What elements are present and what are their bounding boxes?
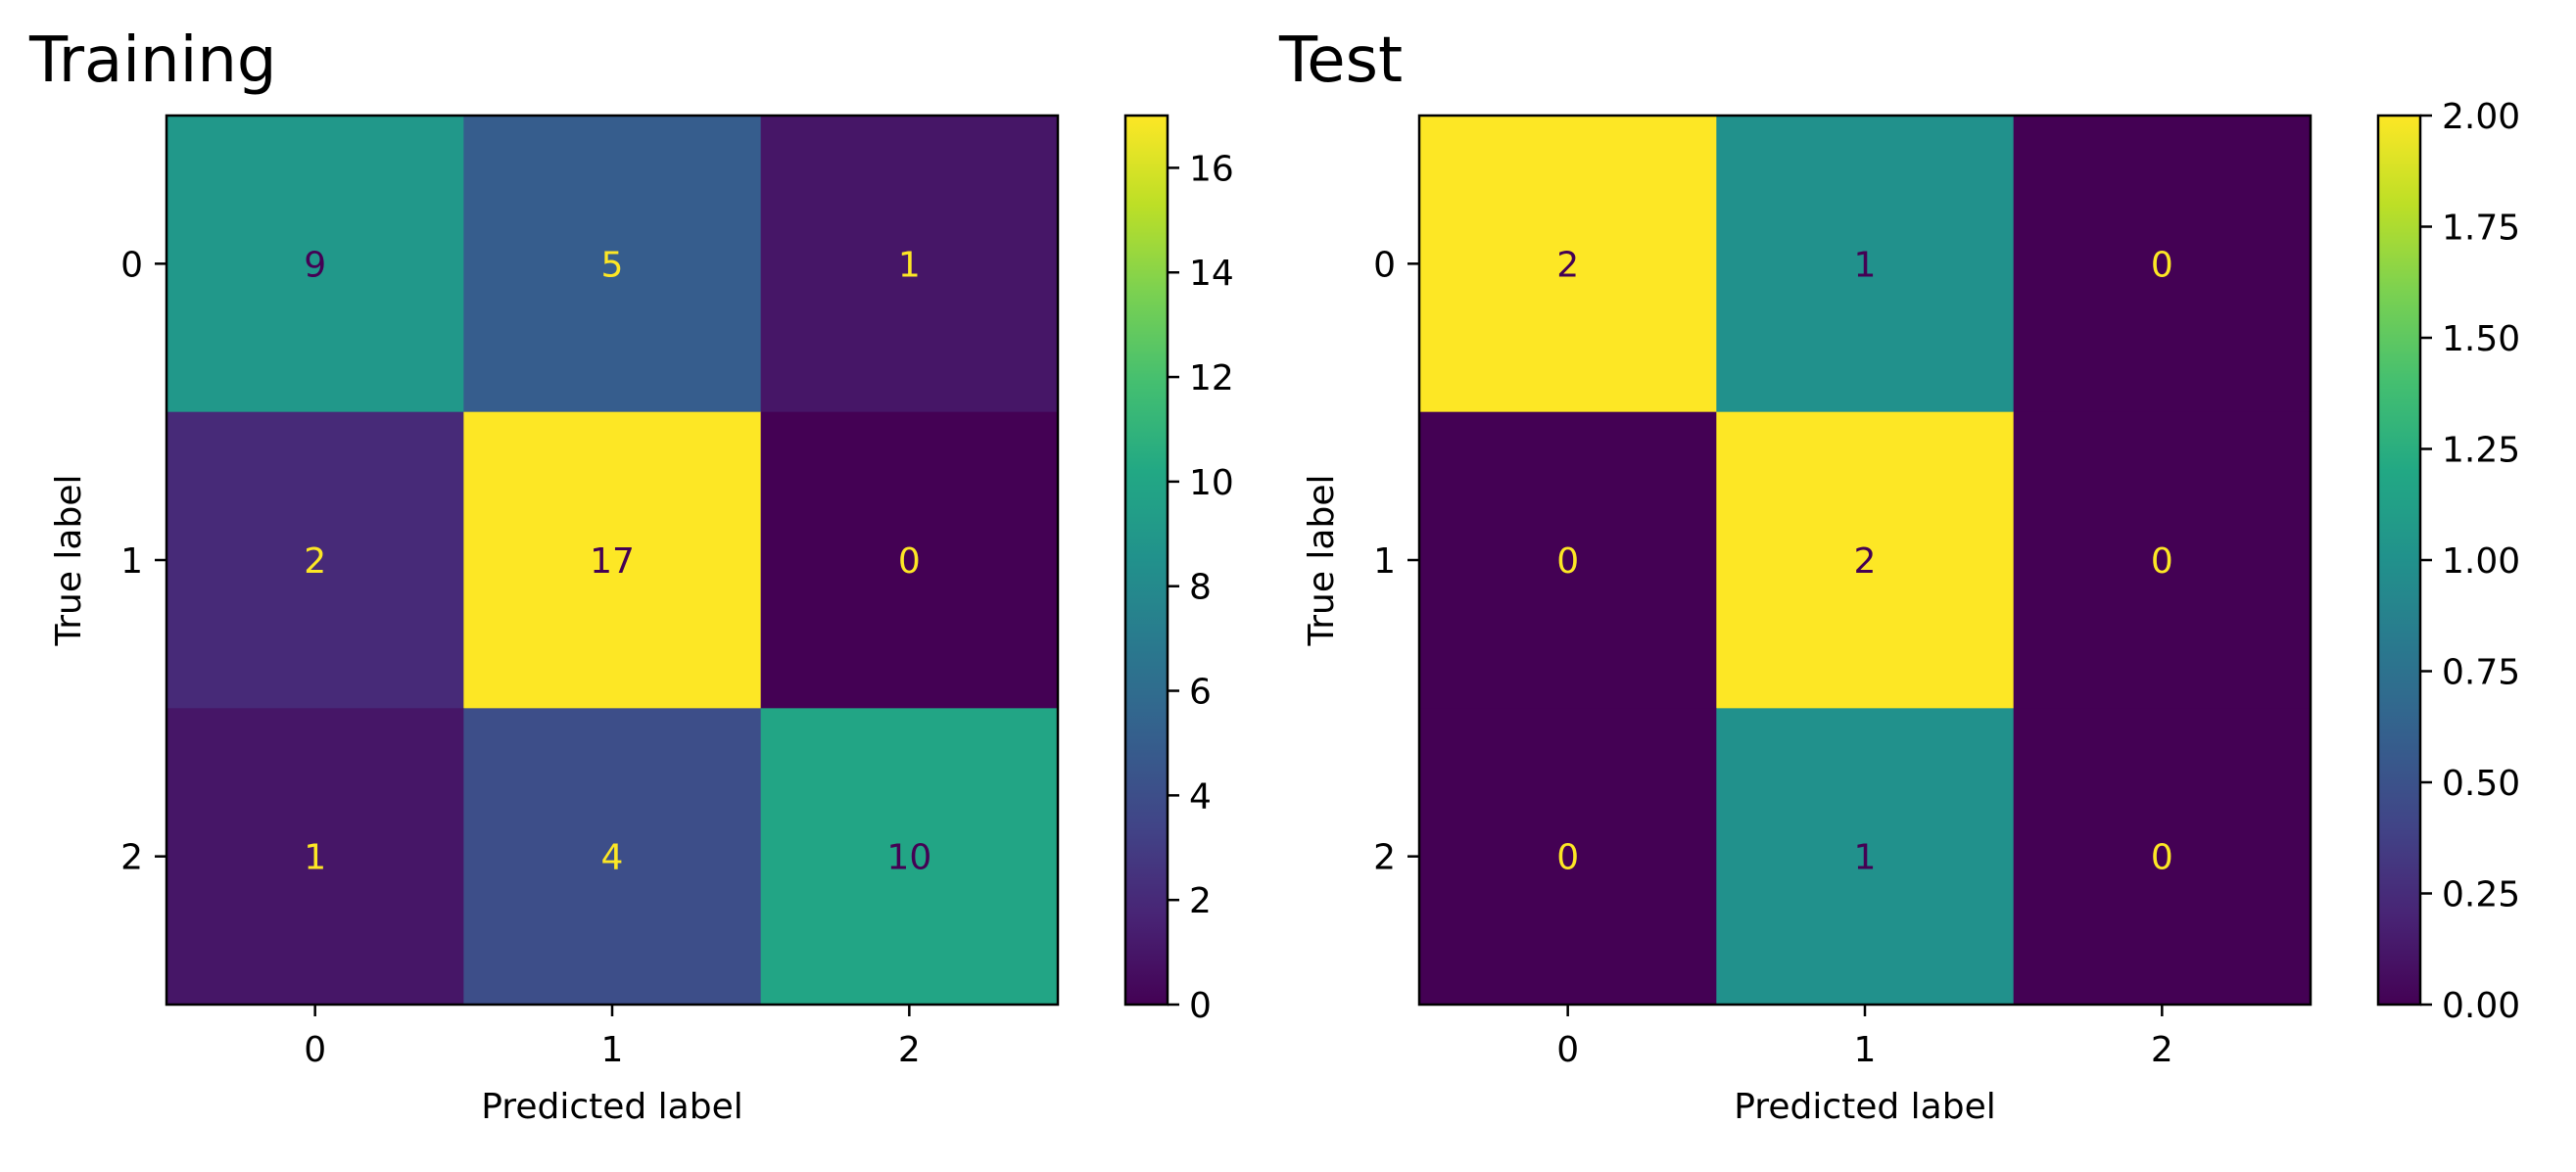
cell-value-label: 0 [2151,838,2173,878]
heatmap-cell [1419,411,1717,709]
chart-title: Test [1278,24,1403,97]
x-tick-label: 2 [2151,1030,2173,1070]
cell-value-label: 4 [601,838,624,878]
colorbar-tick-label: 10 [1189,463,1234,503]
y-tick-label: 2 [1373,838,1396,878]
cell-value-label: 0 [1556,838,1579,878]
colorbar-tick-label: 8 [1189,568,1212,608]
x-axis-label: Predicted label [1734,1087,1996,1127]
heatmap-cell [1716,411,2015,709]
y-tick-label: 0 [1373,245,1396,285]
colorbar-tick-label: 14 [1189,254,1234,294]
chart-title: Training [28,24,277,97]
heatmap-cell [1419,116,1717,413]
colorbar-tick-label: 2.00 [2442,97,2520,137]
y-tick-label: 2 [120,838,143,878]
colorbar-tick-label: 1.00 [2442,541,2520,582]
heatmap-cell [1419,708,1717,1006]
cell-value-label: 1 [898,245,921,285]
x-tick-label: 1 [601,1030,624,1070]
heatmap-cell [463,116,762,413]
colorbar-tick-label: 0.50 [2442,764,2520,804]
cell-value-label: 2 [1854,541,1877,582]
cell-value-label: 0 [1556,541,1579,582]
heatmap-cell [2013,708,2312,1006]
colorbar-tick-label: 1.50 [2442,319,2520,359]
y-tick-label: 1 [120,541,143,582]
y-tick-label: 0 [120,245,143,285]
colorbar-tick-label: 1.25 [2442,431,2520,471]
heatmap-cell [463,708,762,1006]
cell-value-label: 2 [1556,245,1579,285]
heatmap-cell [463,411,762,709]
cell-value-label: 5 [601,245,624,285]
colorbar-tick-label: 6 [1189,673,1212,713]
heatmap-cell [2013,116,2312,413]
x-axis-label: Predicted label [481,1087,743,1127]
cell-value-label: 9 [304,245,326,285]
colorbar-tick-label: 2 [1189,881,1212,921]
heatmap-cell [167,411,464,709]
cell-value-label: 10 [886,838,931,878]
cell-value-label: 0 [2151,245,2173,285]
cell-value-label: 2 [304,541,326,582]
cell-value-label: 1 [1854,838,1877,878]
colorbar [2376,114,2422,1007]
heatmap-cell [760,708,1059,1006]
heatmap-cell [1716,708,2015,1006]
x-tick-label: 0 [304,1030,326,1070]
colorbar-tick-label: 12 [1189,358,1234,398]
heatmap-cell [760,116,1059,413]
heatmap-cell [167,708,464,1006]
colorbar-tick-label: 0.75 [2442,653,2520,693]
colorbar-tick-label: 16 [1189,149,1234,189]
heatmap-cell [167,116,464,413]
heatmap-cell [760,411,1059,709]
colorbar-tick-label: 4 [1189,776,1212,817]
cell-value-label: 1 [1854,245,1877,285]
colorbar [1123,114,1169,1007]
colorbar-tick-label: 0.25 [2442,875,2520,915]
cell-value-label: 0 [898,541,921,582]
heatmap-cell [1716,116,2015,413]
x-tick-label: 2 [898,1030,921,1070]
colorbar-tick-label: 1.75 [2442,209,2520,249]
cell-value-label: 17 [590,541,635,582]
colorbar-tick-label: 0 [1189,986,1212,1026]
x-tick-label: 0 [1556,1030,1579,1070]
y-axis-label: True label [1302,475,1342,647]
colorbar-tick-label: 0.00 [2442,986,2520,1026]
y-axis-label: True label [49,475,89,647]
x-tick-label: 1 [1854,1030,1877,1070]
cell-value-label: 1 [304,838,326,878]
y-tick-label: 1 [1373,541,1396,582]
heatmap-cell [2013,411,2312,709]
cell-value-label: 0 [2151,541,2173,582]
